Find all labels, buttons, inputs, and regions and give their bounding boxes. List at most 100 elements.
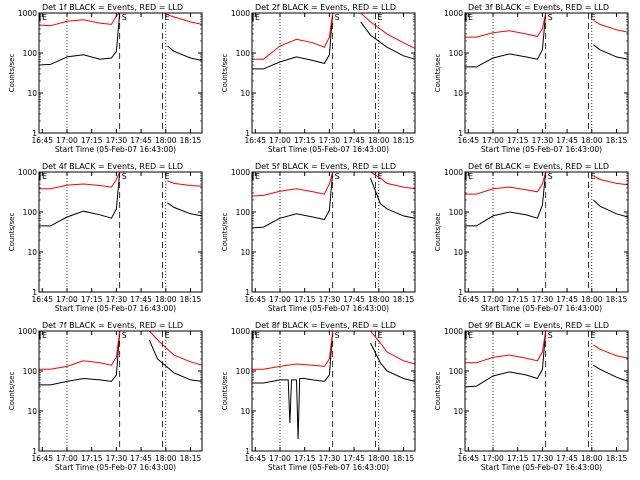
y-tick-label: 1 bbox=[32, 129, 37, 138]
series-line-lld bbox=[39, 330, 121, 370]
y-tick-label: 100 bbox=[449, 367, 464, 376]
x-tick-label: 18:00 bbox=[155, 454, 177, 463]
series-line-lld bbox=[148, 330, 203, 366]
y-tick-label: 1000 bbox=[18, 168, 37, 177]
x-tick-label: 17:30 bbox=[106, 295, 128, 304]
x-tick-label: 16:45 bbox=[244, 454, 266, 463]
x-tick-label: 17:30 bbox=[106, 454, 128, 463]
y-tick-label: 1 bbox=[32, 288, 37, 297]
y-tick-label: 10 bbox=[240, 89, 250, 98]
y-tick-label: 1 bbox=[245, 288, 250, 297]
y-tick-label: 1000 bbox=[231, 168, 250, 177]
y-tick-label: 1000 bbox=[444, 9, 463, 18]
x-tick-label: 16:45 bbox=[31, 136, 53, 145]
end-marker-label: E bbox=[42, 13, 47, 22]
series-line-events bbox=[370, 342, 416, 382]
y-tick-label: 10 bbox=[453, 407, 463, 416]
series-line-lld bbox=[38, 12, 121, 27]
x-tick-label: 16:45 bbox=[31, 454, 53, 463]
x-tick-label: 17:30 bbox=[106, 136, 128, 145]
x-tick-label: 17:45 bbox=[130, 136, 152, 145]
x-tick-label: 17:30 bbox=[532, 295, 554, 304]
x-tick-label: 17:00 bbox=[269, 295, 291, 304]
series-line-lld bbox=[593, 175, 629, 186]
y-axis-label: Counts/sec bbox=[434, 213, 442, 252]
y-tick-label: 1000 bbox=[444, 327, 463, 336]
x-tick-label: 17:30 bbox=[319, 295, 341, 304]
x-axis-label: Start Time (05-Feb-07 16:43:00) bbox=[55, 304, 176, 313]
x-tick-label: 18:00 bbox=[368, 454, 390, 463]
x-tick-label: 18:00 bbox=[368, 295, 390, 304]
end-marker-label: E bbox=[164, 331, 169, 340]
plot-frame bbox=[464, 330, 629, 452]
y-tick-label: 1 bbox=[458, 447, 463, 456]
end-marker-label: E bbox=[468, 331, 473, 340]
y-axis-label: Counts/sec bbox=[8, 372, 16, 411]
panel-title: Det 3f BLACK = Events, RED = LLD bbox=[468, 3, 609, 12]
x-tick-label: 17:15 bbox=[294, 295, 316, 304]
x-tick-label: 18:00 bbox=[368, 136, 390, 145]
series-line-events bbox=[39, 171, 121, 227]
x-tick-label: 17:30 bbox=[532, 454, 554, 463]
series-line-lld bbox=[465, 171, 547, 195]
x-tick-label: 17:00 bbox=[482, 454, 504, 463]
x-tick-label: 17:30 bbox=[319, 136, 341, 145]
series-line-lld bbox=[360, 12, 416, 49]
x-tick-label: 16:45 bbox=[457, 454, 479, 463]
series-line-events bbox=[38, 12, 121, 66]
x-axis-label: Start Time (05-Feb-07 16:43:00) bbox=[55, 145, 176, 154]
series-line-events bbox=[39, 330, 121, 386]
series-line-events bbox=[593, 364, 629, 382]
end-marker-label: E bbox=[377, 331, 382, 340]
x-tick-label: 18:00 bbox=[581, 136, 603, 145]
x-tick-label: 17:30 bbox=[319, 454, 341, 463]
x-axis-label: Start Time (05-Feb-07 16:43:00) bbox=[268, 463, 389, 472]
series-line-lld bbox=[252, 330, 334, 370]
y-tick-label: 1 bbox=[32, 447, 37, 456]
y-tick-label: 1 bbox=[458, 288, 463, 297]
x-tick-label: 18:00 bbox=[581, 454, 603, 463]
y-tick-label: 100 bbox=[23, 49, 38, 58]
end-marker-label: E bbox=[590, 13, 595, 22]
x-tick-label: 17:15 bbox=[81, 454, 103, 463]
series-line-lld bbox=[370, 330, 416, 365]
y-tick-label: 100 bbox=[236, 49, 251, 58]
y-axis-label: Counts/sec bbox=[221, 372, 229, 411]
end-marker-label: E bbox=[590, 331, 595, 340]
series-line-events bbox=[464, 330, 547, 388]
x-tick-label: 17:00 bbox=[482, 136, 504, 145]
x-tick-label: 18:15 bbox=[180, 454, 202, 463]
x-tick-label: 17:15 bbox=[507, 454, 529, 463]
series-line-events bbox=[252, 12, 334, 70]
series-line-events bbox=[465, 12, 547, 68]
x-tick-label: 17:00 bbox=[56, 295, 78, 304]
y-axis-label: Counts/sec bbox=[434, 372, 442, 411]
y-tick-label: 1 bbox=[245, 129, 250, 138]
y-tick-label: 100 bbox=[23, 367, 38, 376]
x-axis-label: Start Time (05-Feb-07 16:43:00) bbox=[481, 145, 602, 154]
plot-frame bbox=[464, 12, 629, 134]
series-line-events bbox=[252, 330, 334, 440]
x-tick-label: 18:15 bbox=[606, 295, 628, 304]
y-axis-label: Counts/sec bbox=[8, 213, 16, 252]
x-tick-label: 18:15 bbox=[180, 136, 202, 145]
x-axis-label: Start Time (05-Feb-07 16:43:00) bbox=[268, 145, 389, 154]
y-tick-label: 10 bbox=[27, 407, 37, 416]
x-tick-label: 17:45 bbox=[130, 454, 152, 463]
y-tick-label: 1 bbox=[458, 129, 463, 138]
start-marker-label: S bbox=[548, 331, 553, 340]
panel-title: Det 5f BLACK = Events, RED = LLD bbox=[255, 162, 396, 171]
y-axis-label: Counts/sec bbox=[8, 54, 16, 93]
y-tick-label: 1000 bbox=[231, 327, 250, 336]
start-marker-label: S bbox=[122, 172, 127, 181]
x-tick-label: 17:00 bbox=[482, 295, 504, 304]
x-tick-label: 18:00 bbox=[581, 295, 603, 304]
end-marker-label: E bbox=[377, 13, 382, 22]
plot-frame bbox=[464, 171, 629, 293]
x-tick-label: 17:45 bbox=[343, 454, 365, 463]
